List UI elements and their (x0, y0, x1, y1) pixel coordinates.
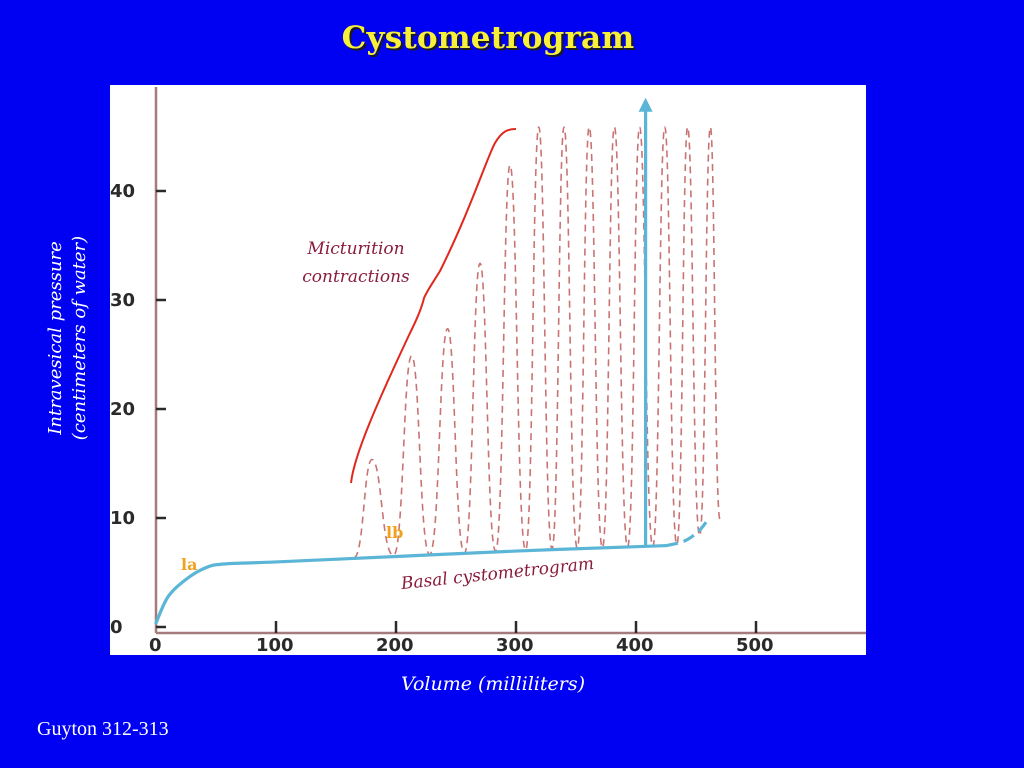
y-tick-label: 0 (110, 617, 123, 638)
y-axis-title-line1: Intravesical pressure (45, 241, 66, 435)
x-tick-label: 500 (736, 635, 774, 655)
y-tick-label: 20 (110, 399, 135, 420)
chart-panel: 0 10 20 30 40 0 100 200 300 400 500 Micturition con… (110, 85, 866, 655)
slide-title: Cystometrogram (341, 20, 635, 56)
x-tick-label: 300 (496, 635, 534, 655)
y-tick-label: 40 (110, 181, 135, 202)
y-axis-title: Intravesical pressure (centimeters of wa… (44, 236, 92, 440)
micturition-label-line2: contractions (302, 267, 410, 287)
marker-1b: lb (386, 523, 403, 542)
x-tick-label: 0 (149, 635, 162, 655)
marker-1a: la (181, 555, 197, 574)
basal-cystometrogram-label: Basal cystometrogram (399, 554, 595, 594)
y-axis-title-line2: (centimeters of water) (69, 235, 90, 441)
y-tick-label: 30 (110, 290, 135, 311)
micturition-label-line1: Micturition (306, 239, 404, 259)
void-arrow-head (638, 97, 653, 112)
contraction-wave (353, 126, 721, 559)
micturition-contractions-series (353, 126, 721, 559)
citation: Guyton 312-313 (37, 718, 169, 740)
x-tick-label: 400 (616, 635, 654, 655)
x-tick-label: 200 (376, 635, 414, 655)
x-tick-label: 100 (256, 635, 294, 655)
x-axis-title: Volume (milliliters) (400, 673, 586, 695)
basal-curve-dashed (665, 518, 710, 548)
micturition-bracket (350, 128, 517, 484)
basal-cystometrogram-series (154, 97, 710, 625)
basal-curve (154, 544, 668, 625)
y-tick-label: 10 (110, 508, 135, 529)
